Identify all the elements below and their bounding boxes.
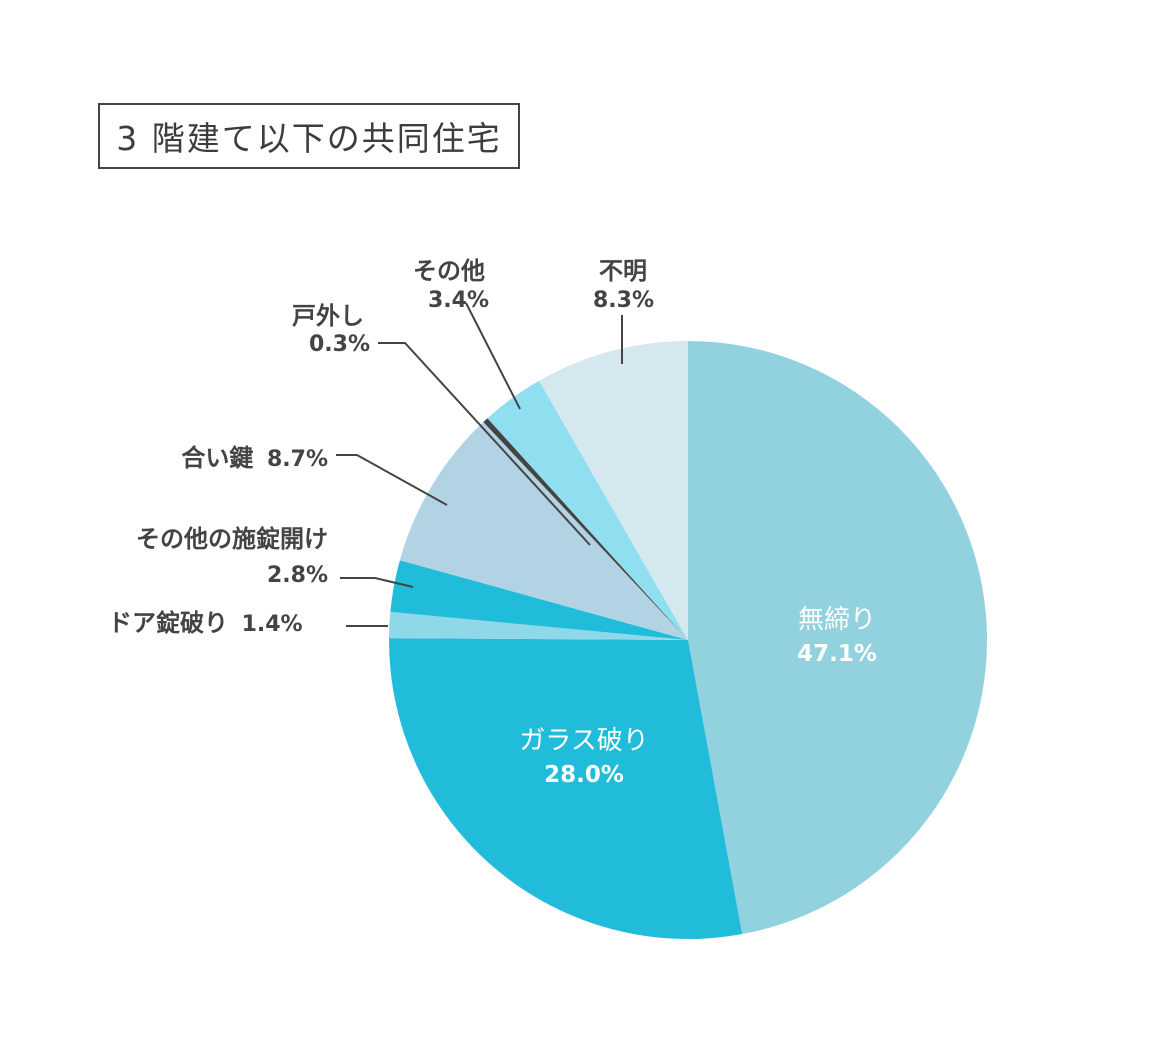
pie-slice-glass (388, 638, 743, 939)
chart-title: 3 階建て以下の共同住宅 (98, 103, 520, 169)
slice-value-aikagi: 8.7% (266, 447, 328, 472)
slice-value-door: 1.4% (241, 612, 303, 637)
label-group-aikagi: 合い鍵 8.7% (181, 446, 328, 471)
pie-slice-aikagi (399, 422, 688, 640)
slice-value-fumei: 8.3% (593, 288, 655, 313)
slice-label-tohazushi: 戸外し (292, 302, 364, 330)
pie-slice-other-lock (390, 560, 688, 640)
leader-line-aikagi (336, 454, 448, 506)
slice-label-door: ドア錠破り (108, 609, 228, 637)
pie-slice-door (389, 611, 688, 640)
slice-label-mujimari: 無締り (797, 605, 877, 635)
leader-line-other-lock (340, 577, 414, 588)
label-group-glass: ガラス破り 28.0% (519, 728, 648, 787)
leader-line-sonota (465, 302, 521, 410)
slice-value-mujimari: 47.1% (797, 641, 877, 667)
slice-label-aikagi: 合い鍵 (181, 444, 254, 472)
slice-value-glass: 28.0% (544, 762, 624, 788)
pie-slice-sonota (487, 380, 688, 640)
slice-label-fumei: 不明 (599, 257, 647, 285)
slice-value-other-lock: 2.8% (266, 563, 328, 588)
slice-label-other-lock: その他の施錠開け (136, 525, 328, 553)
leader-line-tohazushi (378, 342, 591, 546)
slice-label-sonota: その他 (413, 257, 485, 285)
label-group-door: ドア錠破り 1.4% (108, 611, 303, 636)
slice-value-sonota: 3.4% (428, 288, 490, 313)
pie-slice-mujimari (688, 341, 987, 935)
slice-value-tohazushi: 0.3% (308, 332, 370, 357)
slice-label-glass: ガラス破り (519, 726, 649, 756)
label-group-mujimari: 無締り 47.1% (797, 607, 877, 666)
pie-slice-tohazushi (483, 418, 688, 640)
pie-slice-fumei (539, 341, 688, 640)
